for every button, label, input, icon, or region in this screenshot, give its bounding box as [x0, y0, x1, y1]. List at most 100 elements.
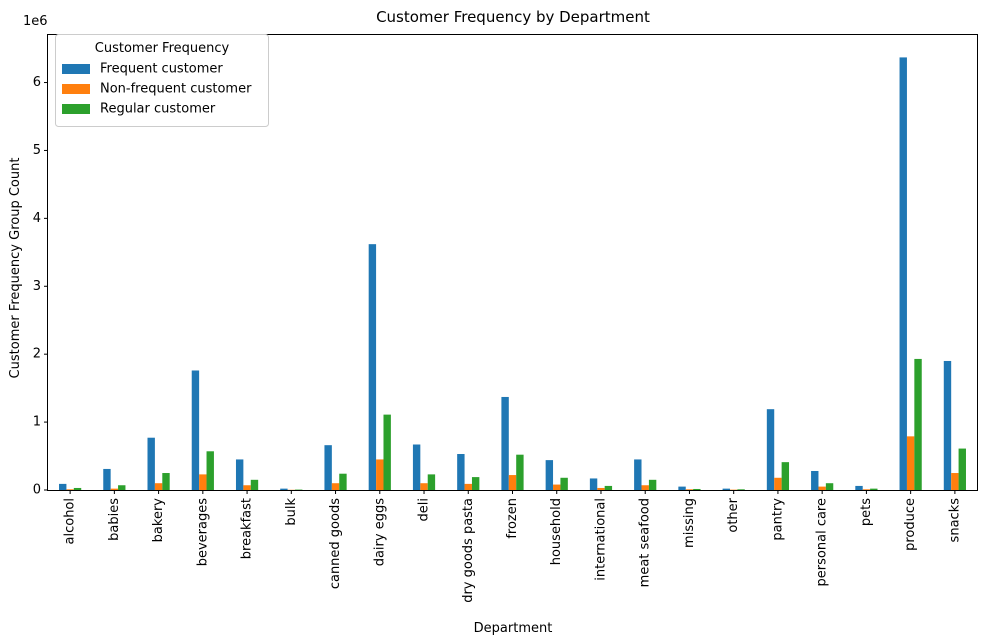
bar	[331, 483, 340, 490]
bar	[678, 486, 686, 490]
x-tick-label: canned goods	[328, 498, 343, 589]
bar	[648, 479, 657, 490]
x-tick-label: dairy eggs	[372, 498, 387, 567]
bar	[280, 488, 288, 490]
bar	[383, 414, 391, 490]
bar	[324, 445, 332, 490]
bar	[118, 485, 126, 490]
x-tick-label: alcohol	[63, 498, 78, 544]
bar	[73, 487, 82, 490]
bar	[862, 489, 871, 490]
bar	[685, 489, 694, 490]
legend-title: Customer Frequency	[95, 41, 230, 56]
bar	[412, 444, 421, 490]
bar	[147, 437, 155, 490]
bar	[560, 477, 568, 490]
bar	[110, 488, 119, 490]
bar	[641, 485, 649, 490]
bar	[766, 409, 775, 490]
bar	[855, 485, 863, 490]
bar	[774, 477, 782, 490]
x-tick-label: personal care	[815, 498, 830, 586]
legend-label: Non-frequent customer	[100, 82, 252, 97]
chart-title: Customer Frequency by Department	[376, 8, 650, 26]
bar	[464, 483, 472, 490]
y-offset-label: 1e6	[23, 14, 48, 29]
legend-swatch	[62, 104, 90, 114]
bars-group	[59, 57, 966, 490]
bar	[906, 436, 915, 490]
bar	[870, 488, 878, 490]
bar	[376, 459, 384, 490]
bar	[589, 478, 598, 490]
x-tick-label: bulk	[284, 498, 299, 526]
bar	[818, 486, 826, 490]
bar	[508, 475, 517, 490]
legend-label: Frequent customer	[100, 62, 223, 77]
bar	[206, 451, 214, 490]
bar	[191, 370, 200, 490]
bar	[162, 473, 170, 490]
bar	[811, 470, 819, 490]
bar	[457, 454, 465, 490]
y-tick-label: 5	[33, 143, 41, 158]
bar	[737, 489, 745, 490]
x-tick-label: household	[549, 498, 564, 565]
x-tick-label: deli	[417, 498, 432, 521]
bar	[250, 479, 259, 490]
y-tick-label: 6	[33, 75, 41, 90]
bar	[545, 460, 554, 490]
bar	[339, 473, 347, 490]
x-tick-label: frozen	[505, 498, 520, 539]
bar	[199, 474, 207, 490]
bar	[154, 483, 163, 490]
x-tick-label: dry goods pasta	[461, 498, 476, 603]
bar	[59, 483, 67, 490]
plot-frame	[47, 34, 978, 491]
y-tick-label: 0	[33, 483, 41, 498]
x-tick-label: beverages	[195, 498, 210, 567]
x-tick-label: bakery	[151, 498, 166, 543]
bar	[427, 474, 436, 490]
x-tick-label: missing	[682, 498, 697, 548]
x-tick-label: babies	[107, 498, 122, 541]
bar	[243, 485, 251, 490]
x-tick-label: international	[593, 498, 608, 581]
bar	[368, 244, 377, 490]
bar	[914, 358, 922, 490]
legend: Customer Frequency Frequent customer Non-…	[55, 34, 269, 127]
bar	[958, 448, 966, 490]
bar	[693, 488, 701, 490]
bar	[471, 477, 480, 490]
bar	[825, 483, 834, 490]
x-tick-label: produce	[903, 498, 918, 551]
y-axis-label: Customer Frequency Group Count	[8, 158, 23, 379]
legend-box	[55, 34, 269, 127]
x-tick-label: snacks	[947, 498, 962, 543]
bar	[781, 462, 790, 490]
bar	[501, 396, 509, 490]
bar	[516, 454, 524, 490]
x-tick-label: other	[726, 497, 741, 532]
y-tick-label: 1	[33, 415, 41, 430]
bar	[722, 488, 730, 490]
legend-swatch	[62, 84, 90, 94]
bar	[235, 459, 244, 490]
x-tick-label: breakfast	[240, 498, 255, 559]
legend-swatch	[62, 64, 90, 74]
bar	[899, 57, 907, 490]
bar	[951, 473, 959, 490]
bar	[634, 459, 642, 490]
bar	[597, 487, 605, 490]
x-tick-label: pets	[859, 498, 874, 526]
x-ticks-group: alcohol babies bakery beverages breakfast bul…	[63, 490, 962, 603]
y-tick-label: 4	[33, 211, 41, 226]
legend-label: Regular customer	[100, 102, 216, 117]
x-tick-label: pantry	[770, 498, 785, 541]
y-tick-label: 3	[33, 279, 41, 294]
bar	[943, 360, 952, 490]
y-tick-label: 2	[33, 347, 41, 362]
bar	[420, 483, 428, 490]
x-tick-label: meat seafood	[638, 498, 653, 587]
